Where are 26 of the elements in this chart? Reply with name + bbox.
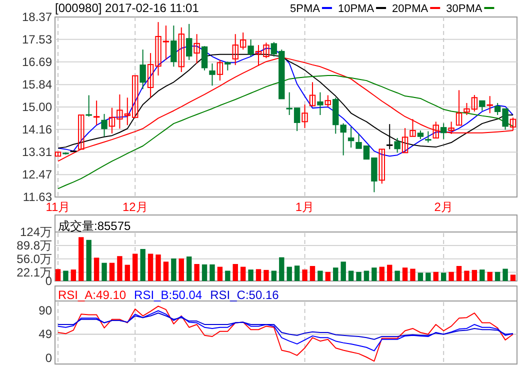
y-tick-label: 16.69 xyxy=(22,54,52,69)
y-tick-label: 17.53 xyxy=(22,32,52,46)
x-tick-label: 12月 xyxy=(122,200,148,214)
series-label: RSI_B:50.04 xyxy=(134,288,202,302)
chart-title: [000980] 2017-02-16 11:01 xyxy=(55,1,200,15)
y-tick-label: 49 xyxy=(38,327,52,342)
y-tick-label: 15.84 xyxy=(22,78,52,92)
y-tick-label: 13.31 xyxy=(22,145,52,160)
legend-label: 10PMA xyxy=(338,3,375,15)
y-tick-label: 18.37 xyxy=(22,10,52,24)
chart-title: 成交量:85575 xyxy=(58,219,132,233)
y-tick-label: 12.47 xyxy=(22,168,52,182)
x-tick-label: 1月 xyxy=(295,200,314,214)
x-tick-label: 2月 xyxy=(434,200,453,214)
y-tick-label: 56.0万 xyxy=(16,252,52,266)
legend-label: 5PMA xyxy=(290,3,321,15)
series-label: RSI_A:49.10 xyxy=(58,288,126,302)
y-tick-label: 15.00 xyxy=(22,100,52,114)
legend-label: 30PMA xyxy=(446,3,483,15)
legend-label: 20PMA xyxy=(392,3,429,15)
y-tick-label: 0 xyxy=(45,351,52,365)
y-tick-label: 90 xyxy=(38,304,52,318)
y-tick-label: 14.16 xyxy=(22,122,52,136)
y-tick-label: 89.8万 xyxy=(16,238,52,253)
y-tick-label: 124万 xyxy=(20,225,52,239)
series-label: RSI_C:50.16 xyxy=(210,288,280,302)
